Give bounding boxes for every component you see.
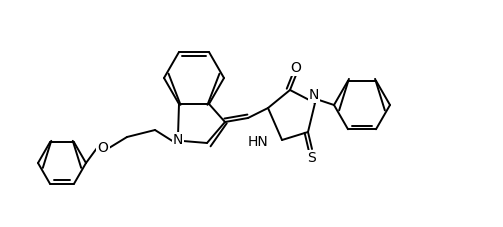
Text: O: O	[291, 61, 301, 75]
Text: N: N	[309, 88, 319, 102]
Text: HN: HN	[247, 135, 268, 149]
Text: S: S	[308, 151, 316, 165]
Text: N: N	[173, 133, 183, 147]
Text: O: O	[98, 141, 109, 155]
